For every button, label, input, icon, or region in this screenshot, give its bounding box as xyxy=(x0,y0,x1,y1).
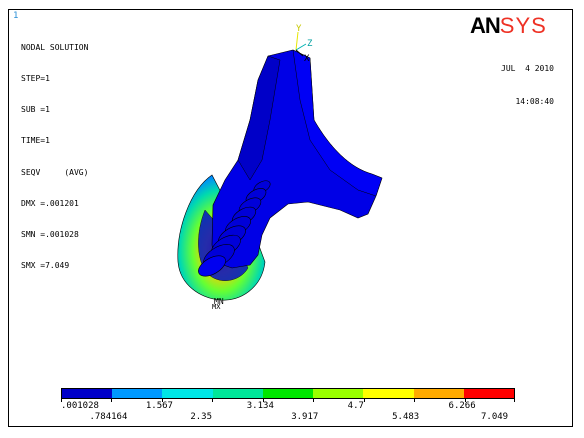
date-label: JUL 4 2010 xyxy=(501,64,554,73)
info-title: NODAL SOLUTION xyxy=(21,42,89,52)
mx-marker: MX xyxy=(212,303,221,311)
triad-x: X xyxy=(304,54,310,64)
triad-y: Y xyxy=(296,24,302,34)
legend-tick xyxy=(111,398,112,402)
body-shade xyxy=(292,49,383,197)
screw-thread xyxy=(198,180,271,277)
mn-marker: MN xyxy=(214,297,224,306)
legend-swatch xyxy=(212,389,263,398)
info-sub: SUB =1 xyxy=(21,105,50,115)
info-smn: SMN =.001028 xyxy=(21,230,79,240)
info-seqv: SEQV (AVG) xyxy=(21,167,89,177)
legend-label-bottom: 3.917 xyxy=(291,412,319,422)
legend-label-top: 3.134 xyxy=(246,401,274,411)
window-number: 1 xyxy=(13,11,19,21)
legend-label-top: 4.7 xyxy=(347,401,364,411)
legend-tick xyxy=(364,398,365,402)
legend-ticks xyxy=(61,398,515,402)
legend-swatch xyxy=(363,389,414,398)
solution-info: NODAL SOLUTION STEP=1 SUB =1 TIME=1 SEQV… xyxy=(21,22,88,282)
legend-label-bottom: 2.35 xyxy=(190,412,213,422)
info-smx: SMX =7.049 xyxy=(21,261,70,271)
legend-label-bottom: 5.483 xyxy=(392,412,420,422)
contour-legend xyxy=(61,388,515,399)
coordinate-triad xyxy=(295,31,307,57)
legend-tick xyxy=(263,398,264,402)
info-dmx: DMX =.001201 xyxy=(21,198,79,208)
triad-z: Z xyxy=(307,39,313,49)
legend-tick xyxy=(414,398,415,402)
info-step: STEP=1 xyxy=(21,74,50,84)
legend-tick xyxy=(162,398,163,402)
legend-swatch xyxy=(162,389,213,398)
legend-label-top: .001028 xyxy=(61,401,99,411)
legend-tick xyxy=(465,398,466,402)
legend-tick xyxy=(61,398,62,402)
legend-tick xyxy=(212,398,213,402)
legend-tick xyxy=(514,398,515,402)
legend-tick xyxy=(313,398,314,402)
legend-swatch xyxy=(413,389,464,398)
datetime-stamp: JUL 4 2010 14:08:40 xyxy=(501,41,554,118)
legend-label-bottom: 7.049 xyxy=(481,412,509,422)
info-time: TIME=1 xyxy=(21,136,50,146)
time-label: 14:08:40 xyxy=(515,97,554,106)
legend-swatch xyxy=(313,389,364,398)
legend-label-bottom: .784164 xyxy=(89,412,128,422)
legend-label-top: 6.266 xyxy=(448,401,476,411)
legend-swatch xyxy=(262,389,314,398)
ansys-logo: ANSYS xyxy=(470,13,547,38)
legend-swatch xyxy=(62,389,113,398)
body-side xyxy=(237,55,281,181)
legend-swatch xyxy=(463,389,514,398)
legend-label-top: 1.567 xyxy=(145,401,173,411)
legend-swatch xyxy=(112,389,163,398)
